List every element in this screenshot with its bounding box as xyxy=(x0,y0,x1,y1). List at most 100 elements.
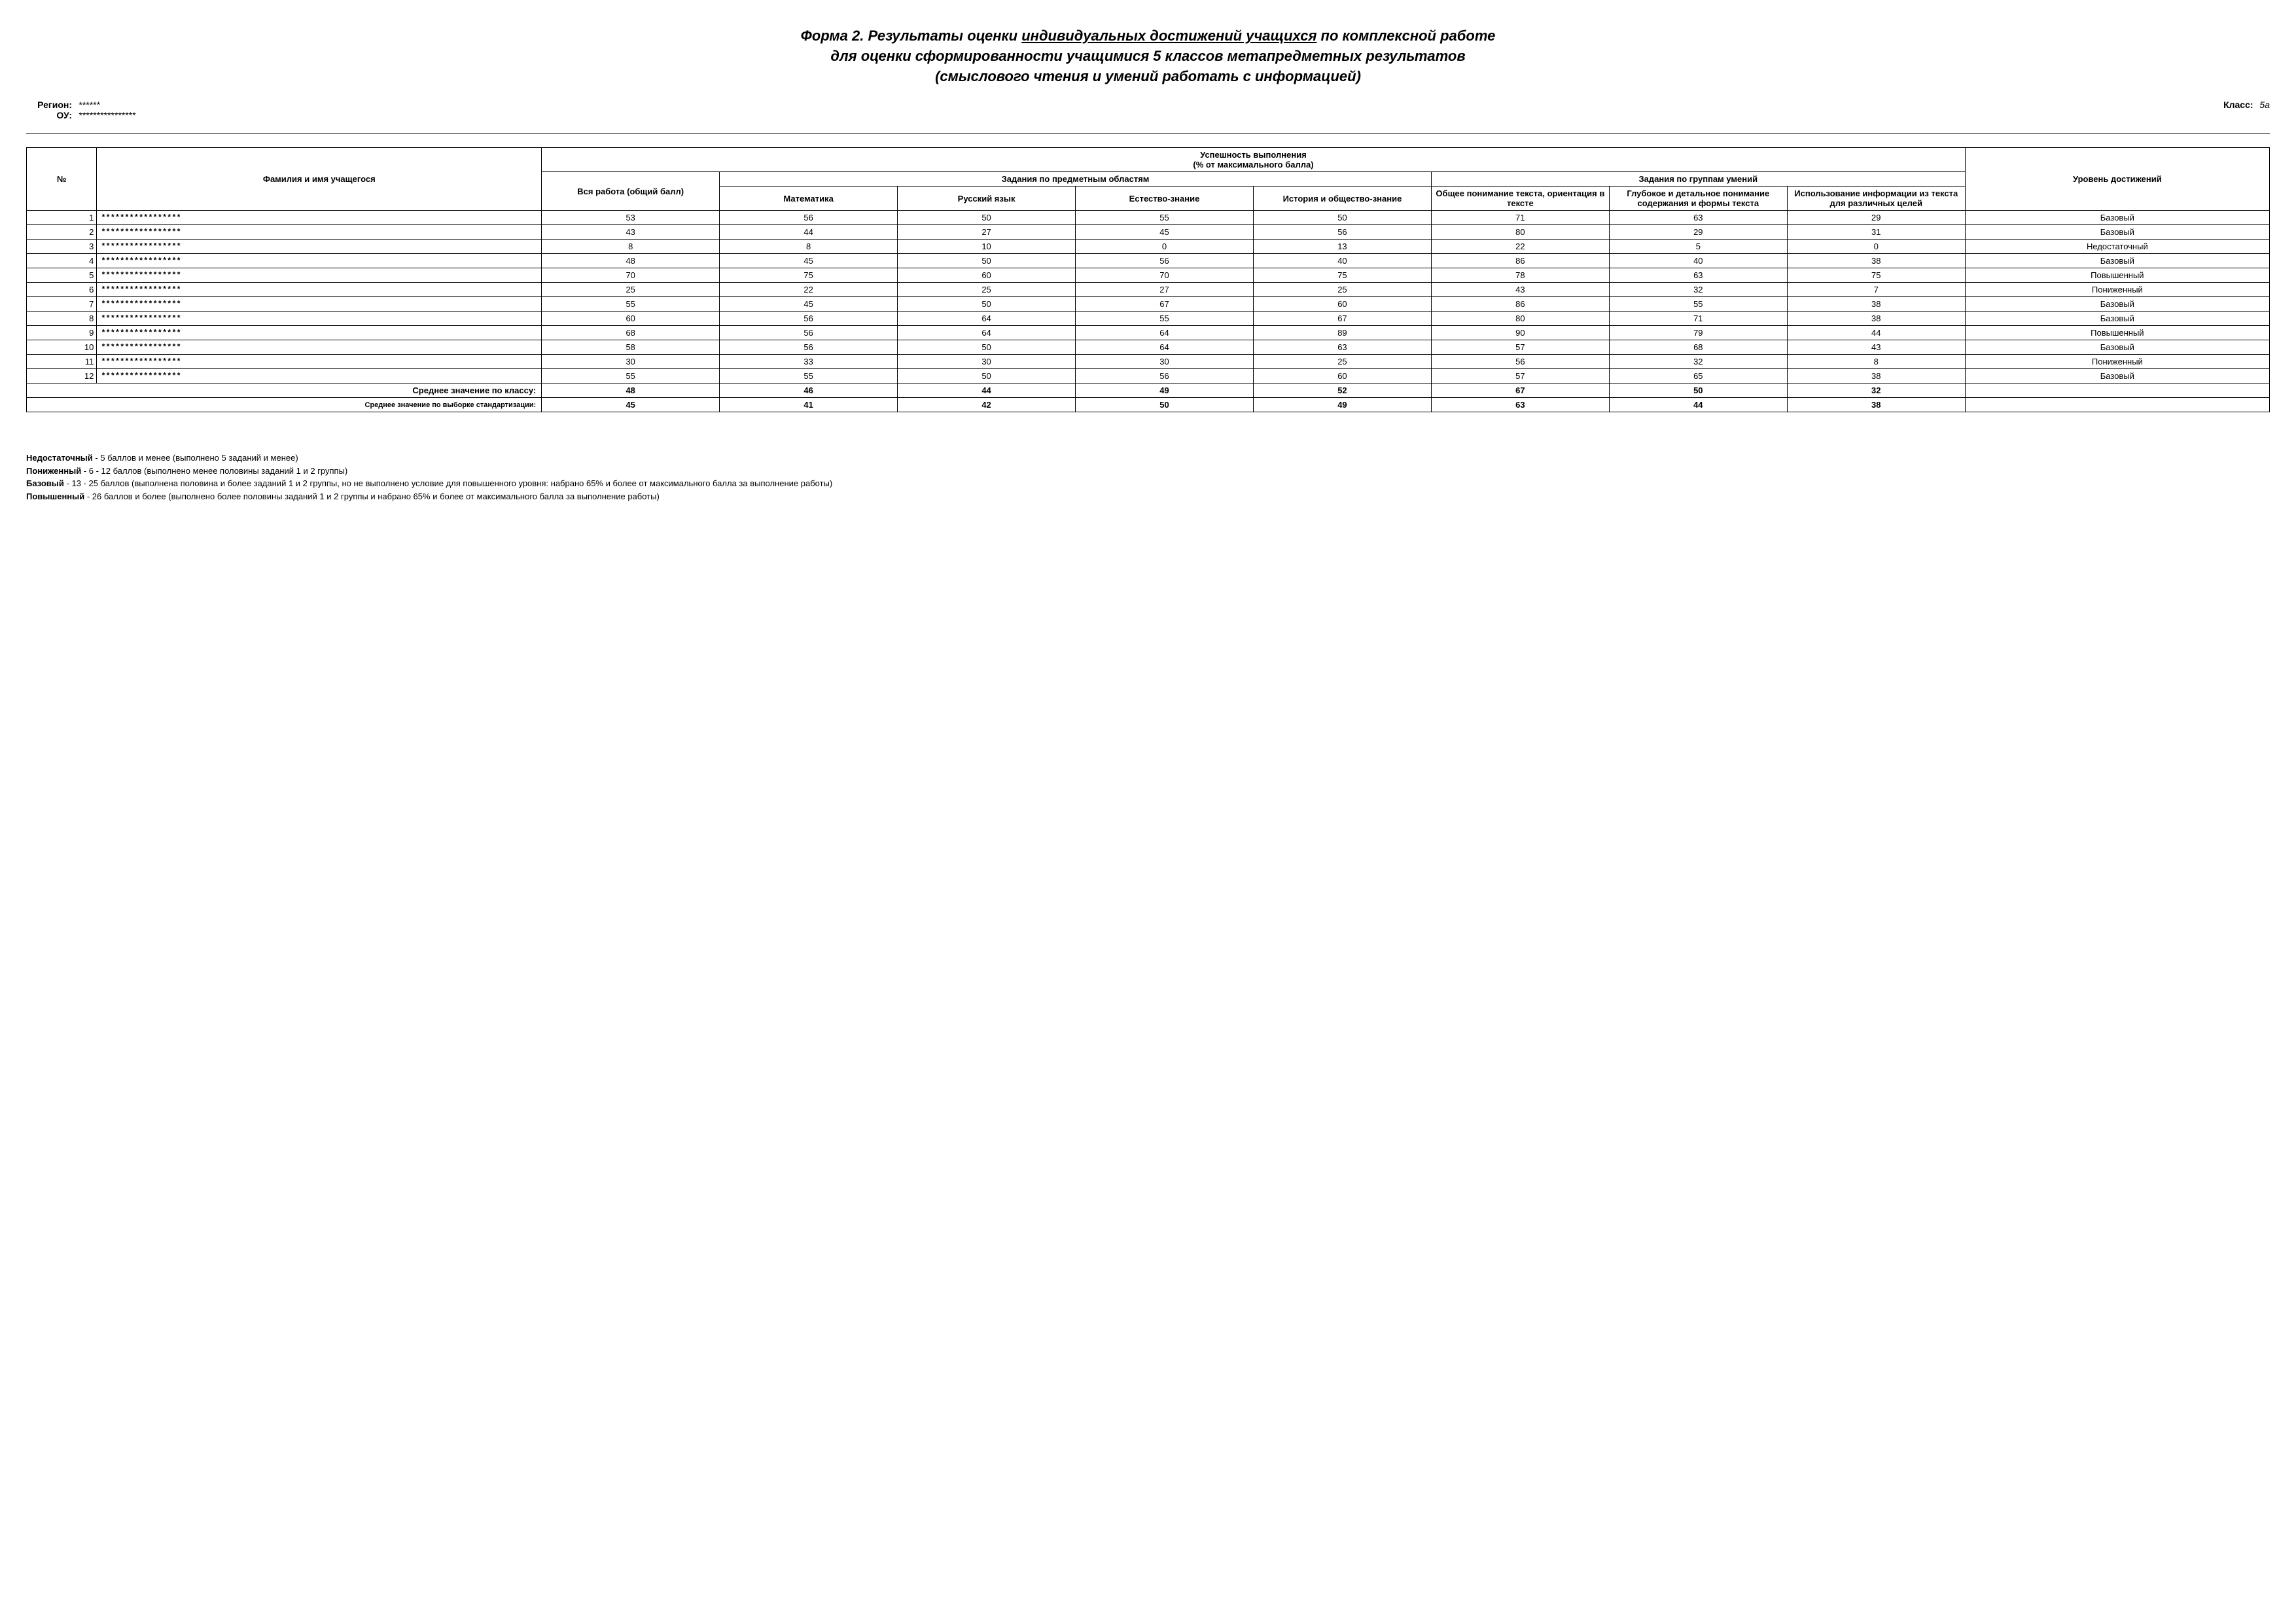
cell-value: 70 xyxy=(542,268,720,283)
cell-value: 71 xyxy=(1431,211,1609,225)
region-value: ****** xyxy=(79,99,100,110)
avg-value: 48 xyxy=(542,383,720,398)
cell-level: Базовый xyxy=(1965,297,2269,312)
cell-value: 56 xyxy=(720,340,898,355)
cell-value: 63 xyxy=(1253,340,1431,355)
cell-name: ***************** xyxy=(97,326,542,340)
cell-value: 56 xyxy=(720,211,898,225)
cell-name: ***************** xyxy=(97,340,542,355)
legend: Недостаточный - 5 баллов и менее (выполн… xyxy=(26,452,2270,503)
cell-value: 63 xyxy=(1609,268,1787,283)
cell-level: Повышенный xyxy=(1965,268,2269,283)
legend-text: - 6 - 12 баллов (выполнено менее половин… xyxy=(81,466,347,476)
cell-value: 64 xyxy=(1076,340,1254,355)
cell-value: 8 xyxy=(1787,355,1965,369)
cell-num: 8 xyxy=(27,312,97,326)
cell-value: 0 xyxy=(1076,240,1254,254)
avg-value: 41 xyxy=(720,398,898,412)
cell-value: 5 xyxy=(1609,240,1787,254)
cell-value: 56 xyxy=(720,312,898,326)
cell-value: 30 xyxy=(1076,355,1254,369)
cell-level: Пониженный xyxy=(1965,355,2269,369)
th-level: Уровень достижений xyxy=(1965,148,2269,211)
cell-value: 80 xyxy=(1431,312,1609,326)
th-subj-group: Задания по предметным областям xyxy=(720,172,1432,187)
info-left: Регион: ****** ОУ: **************** xyxy=(26,99,135,120)
cell-level: Базовый xyxy=(1965,369,2269,383)
cell-value: 57 xyxy=(1431,340,1609,355)
cell-value: 55 xyxy=(542,369,720,383)
cell-value: 63 xyxy=(1609,211,1787,225)
cell-num: 10 xyxy=(27,340,97,355)
table-row: 12*****************5555505660576538Базов… xyxy=(27,369,2270,383)
cell-value: 58 xyxy=(542,340,720,355)
cell-value: 25 xyxy=(1253,283,1431,297)
cell-name: ***************** xyxy=(97,355,542,369)
avg-empty xyxy=(1965,398,2269,412)
cell-value: 30 xyxy=(542,355,720,369)
ou-value: **************** xyxy=(79,110,135,120)
cell-num: 12 xyxy=(27,369,97,383)
cell-value: 25 xyxy=(542,283,720,297)
avg-value: 45 xyxy=(542,398,720,412)
cell-value: 27 xyxy=(1076,283,1254,297)
legend-item: Пониженный - 6 - 12 баллов (выполнено ме… xyxy=(26,465,2270,478)
cell-num: 1 xyxy=(27,211,97,225)
results-table: № Фамилия и имя учащегося Успешность вып… xyxy=(26,147,2270,412)
cell-value: 55 xyxy=(1076,211,1254,225)
cell-num: 5 xyxy=(27,268,97,283)
cell-value: 89 xyxy=(1253,326,1431,340)
cell-value: 27 xyxy=(898,225,1076,240)
th-nature: Естество-знание xyxy=(1076,187,1254,211)
avg-value: 52 xyxy=(1253,383,1431,398)
cell-value: 78 xyxy=(1431,268,1609,283)
cell-value: 53 xyxy=(542,211,720,225)
table-row: 4*****************4845505640864038Базовы… xyxy=(27,254,2270,268)
cell-value: 50 xyxy=(1253,211,1431,225)
cell-value: 38 xyxy=(1787,297,1965,312)
cell-value: 7 xyxy=(1787,283,1965,297)
cell-value: 38 xyxy=(1787,312,1965,326)
cell-value: 45 xyxy=(1076,225,1254,240)
cell-value: 80 xyxy=(1431,225,1609,240)
cell-value: 75 xyxy=(1253,268,1431,283)
legend-term: Базовый xyxy=(26,478,64,488)
legend-text: - 26 баллов и более (выполнено более пол… xyxy=(84,491,660,501)
cell-value: 79 xyxy=(1609,326,1787,340)
cell-value: 68 xyxy=(1609,340,1787,355)
table-row: 1*****************5356505550716329Базовы… xyxy=(27,211,2270,225)
cell-level: Повышенный xyxy=(1965,326,2269,340)
th-skill-group: Задания по группам умений xyxy=(1431,172,1965,187)
cell-value: 0 xyxy=(1787,240,1965,254)
cell-value: 33 xyxy=(720,355,898,369)
table-row: 8*****************6056645567807138Базовы… xyxy=(27,312,2270,326)
cell-value: 43 xyxy=(542,225,720,240)
cell-value: 60 xyxy=(1253,369,1431,383)
cell-value: 56 xyxy=(1076,254,1254,268)
cell-value: 25 xyxy=(1253,355,1431,369)
cell-value: 40 xyxy=(1609,254,1787,268)
avg-value: 67 xyxy=(1431,383,1609,398)
cell-level: Базовый xyxy=(1965,211,2269,225)
cell-value: 38 xyxy=(1787,254,1965,268)
cell-value: 56 xyxy=(1076,369,1254,383)
cell-num: 3 xyxy=(27,240,97,254)
cell-num: 6 xyxy=(27,283,97,297)
cell-value: 55 xyxy=(1076,312,1254,326)
table-head: № Фамилия и имя учащегося Успешность вып… xyxy=(27,148,2270,211)
title-line2: для оценки сформированности учащимися 5 … xyxy=(830,48,1465,64)
cell-value: 22 xyxy=(1431,240,1609,254)
cell-num: 4 xyxy=(27,254,97,268)
cell-value: 75 xyxy=(1787,268,1965,283)
cell-value: 10 xyxy=(898,240,1076,254)
cell-value: 29 xyxy=(1787,211,1965,225)
cell-level: Базовый xyxy=(1965,340,2269,355)
th-math: Математика xyxy=(720,187,898,211)
legend-text: - 5 баллов и менее (выполнено 5 заданий … xyxy=(93,453,298,463)
cell-value: 45 xyxy=(720,297,898,312)
cell-value: 71 xyxy=(1609,312,1787,326)
cell-level: Базовый xyxy=(1965,254,2269,268)
cell-value: 56 xyxy=(1431,355,1609,369)
cell-value: 86 xyxy=(1431,297,1609,312)
table-row: 3*****************88100132250Недостаточн… xyxy=(27,240,2270,254)
